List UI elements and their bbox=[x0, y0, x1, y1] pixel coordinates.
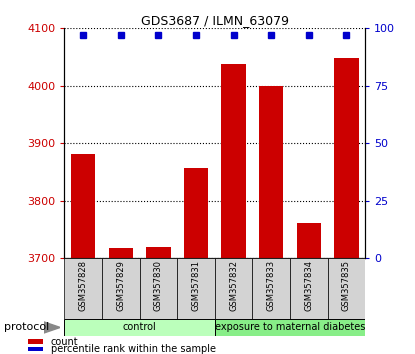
Bar bbox=[71, 154, 95, 354]
Text: GSM357828: GSM357828 bbox=[78, 260, 88, 311]
Text: percentile rank within the sample: percentile rank within the sample bbox=[51, 344, 216, 354]
Bar bbox=[215, 258, 252, 319]
Bar bbox=[177, 258, 215, 319]
Bar bbox=[146, 247, 171, 354]
Text: GSM357829: GSM357829 bbox=[116, 260, 125, 311]
Bar bbox=[221, 64, 246, 354]
Text: GSM357833: GSM357833 bbox=[267, 260, 276, 311]
Text: control: control bbox=[123, 322, 156, 332]
Text: protocol: protocol bbox=[4, 322, 49, 332]
Bar bbox=[215, 319, 365, 336]
Bar bbox=[297, 223, 321, 354]
Bar bbox=[334, 58, 359, 354]
Bar bbox=[64, 258, 102, 319]
Bar bbox=[139, 258, 177, 319]
Bar bbox=[259, 86, 283, 354]
Bar bbox=[252, 258, 290, 319]
Bar bbox=[290, 258, 327, 319]
Bar bbox=[28, 339, 43, 344]
Bar bbox=[184, 167, 208, 354]
Text: GSM357832: GSM357832 bbox=[229, 260, 238, 311]
Polygon shape bbox=[44, 322, 60, 333]
Bar bbox=[327, 258, 365, 319]
Text: GSM357835: GSM357835 bbox=[342, 260, 351, 311]
Bar bbox=[102, 258, 139, 319]
Text: GSM357830: GSM357830 bbox=[154, 260, 163, 311]
Bar bbox=[64, 319, 215, 336]
Title: GDS3687 / ILMN_63079: GDS3687 / ILMN_63079 bbox=[141, 14, 289, 27]
Text: GSM357834: GSM357834 bbox=[304, 260, 313, 311]
Bar bbox=[108, 248, 133, 354]
Text: exposure to maternal diabetes: exposure to maternal diabetes bbox=[215, 322, 365, 332]
Bar bbox=[28, 347, 43, 351]
Text: count: count bbox=[51, 337, 78, 347]
Text: GSM357831: GSM357831 bbox=[191, 260, 200, 311]
